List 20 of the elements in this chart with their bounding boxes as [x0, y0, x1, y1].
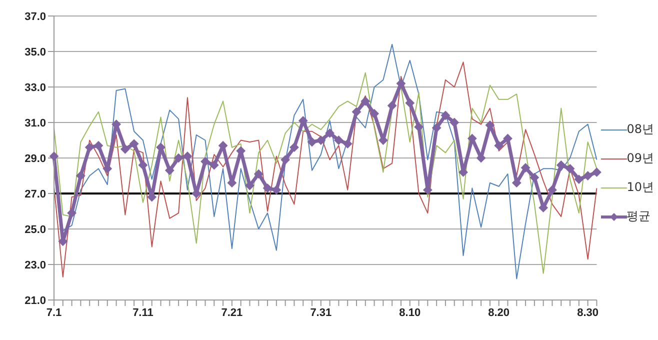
legend-label: 평균 [626, 208, 651, 225]
y-tick-label: 25.0 [24, 224, 46, 236]
x-tick-label: 7.1 [46, 306, 62, 319]
x-tick-label: 7.31 [310, 306, 332, 319]
y-tick-label: 21.0 [24, 294, 46, 307]
y-tick-label: 33.0 [24, 82, 46, 94]
x-tick-label: 7.21 [221, 306, 243, 319]
y-tick-label: 29.0 [24, 152, 46, 165]
y-tick-label: 23.0 [24, 259, 46, 272]
x-tick-label: 7.11 [132, 306, 154, 319]
y-tick-label: 35.0 [24, 46, 46, 58]
x-tick-label: 8.30 [577, 306, 599, 319]
y-tick-label: 37.0 [24, 10, 46, 23]
x-tick-label: 8.20 [488, 306, 510, 319]
legend-label: 08년 [626, 121, 654, 138]
x-tick-label: 8.10 [399, 306, 421, 319]
y-tick-label: 27.0 [24, 188, 46, 200]
y-tick-label: 31.0 [24, 117, 46, 130]
legend-label: 09년 [626, 150, 654, 167]
legend-label: 10년 [626, 179, 654, 196]
